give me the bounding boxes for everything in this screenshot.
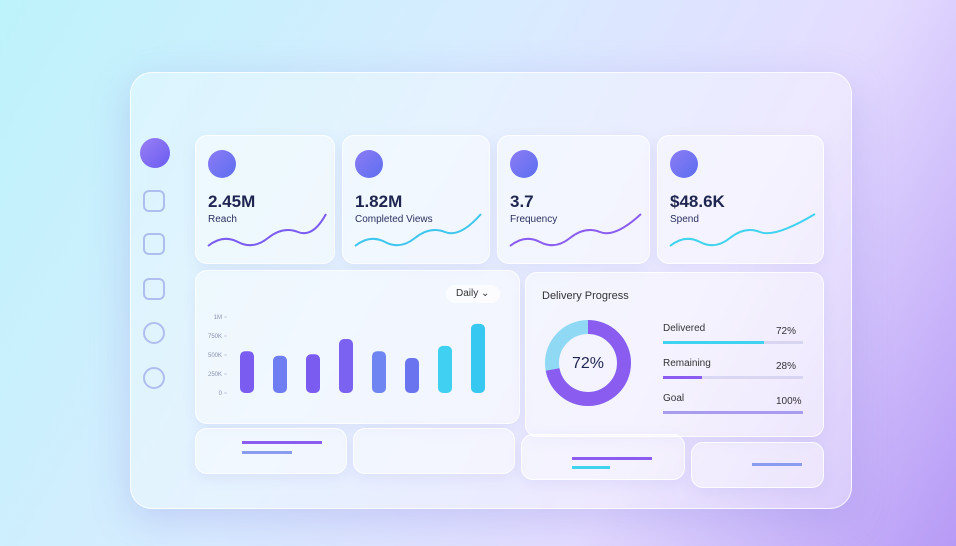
bar <box>405 358 419 393</box>
kpi-value: 1.82M <box>355 192 403 211</box>
bottom-card <box>353 428 515 474</box>
progress-bar <box>663 376 703 379</box>
kpi-label: Completed Views <box>355 214 433 225</box>
bar-chart: 0 250K 500K 750K 1M <box>208 315 485 397</box>
bar <box>240 351 254 393</box>
progress-value: 100% <box>776 396 802 407</box>
sparkline <box>207 213 327 247</box>
home-button[interactable] <box>140 138 170 168</box>
sparkline-path <box>354 213 482 247</box>
kpi-label: Reach <box>208 214 237 225</box>
kpi-icon <box>670 150 698 178</box>
sparkline <box>509 213 642 247</box>
nav-settings[interactable] <box>143 367 165 389</box>
progress-value: 28% <box>776 361 797 372</box>
period-label: Daily <box>456 288 479 299</box>
period-select[interactable]: Daily ⌄ <box>446 285 500 303</box>
kpi-value: $48.6K <box>670 192 725 211</box>
kpi-value: 3.7 <box>510 192 534 211</box>
bar <box>372 351 386 393</box>
progress-label: Goal <box>663 393 685 404</box>
y-tick-label: 1M <box>214 315 222 321</box>
bar <box>273 355 287 393</box>
sparkline <box>669 213 816 247</box>
y-tick-label: 500K <box>208 353 222 359</box>
chart-card: Daily ⌄ 0 250K 500K 750K 1M <box>195 270 520 424</box>
bar <box>471 323 485 393</box>
bar <box>339 339 353 393</box>
progress-label: Delivered <box>663 323 706 334</box>
bottom-card <box>521 434 685 480</box>
kpi-card: 1.82M Completed Views <box>342 135 490 264</box>
nav-target[interactable] <box>143 322 165 344</box>
y-tick-label: 0 <box>219 391 223 397</box>
nav-media[interactable] <box>143 233 165 255</box>
donut-label: 72% <box>572 355 604 372</box>
kpi-label: Spend <box>670 214 699 225</box>
kpi-icon <box>355 150 383 178</box>
sparkline <box>354 213 482 247</box>
bar <box>438 345 452 393</box>
kpi-icon <box>208 150 236 178</box>
kpi-icon <box>510 150 538 178</box>
sparkline-path <box>669 213 816 247</box>
progress-value: 72% <box>776 326 797 337</box>
bar <box>306 354 320 393</box>
donut: 72% <box>545 320 631 406</box>
y-tick-label: 250K <box>208 372 222 378</box>
delivery-title: Delivery Progress <box>542 290 629 302</box>
sparkline-path <box>509 213 642 247</box>
nav-analytics[interactable] <box>143 190 165 212</box>
kpi-label: Frequency <box>510 214 558 225</box>
progress-label: Remaining <box>663 358 711 369</box>
bottom-card <box>195 428 347 474</box>
donut-arc <box>545 320 631 406</box>
bottom-card <box>691 442 824 488</box>
delivery-card: Delivery Progress 72% Delivered 72% Remain… <box>525 272 824 437</box>
progress-bar <box>663 411 803 414</box>
y-tick-label: 750K <box>208 334 222 340</box>
sparkline-path <box>207 213 327 247</box>
kpi-card: $48.6K Spend <box>657 135 824 264</box>
kpi-card: 2.45M Reach <box>195 135 335 264</box>
kpi-card: 3.7 Frequency <box>497 135 650 264</box>
kpi-value: 2.45M <box>208 192 256 211</box>
progress-bar <box>663 341 764 344</box>
nav-audience[interactable] <box>143 278 165 300</box>
progress-track <box>663 376 803 379</box>
